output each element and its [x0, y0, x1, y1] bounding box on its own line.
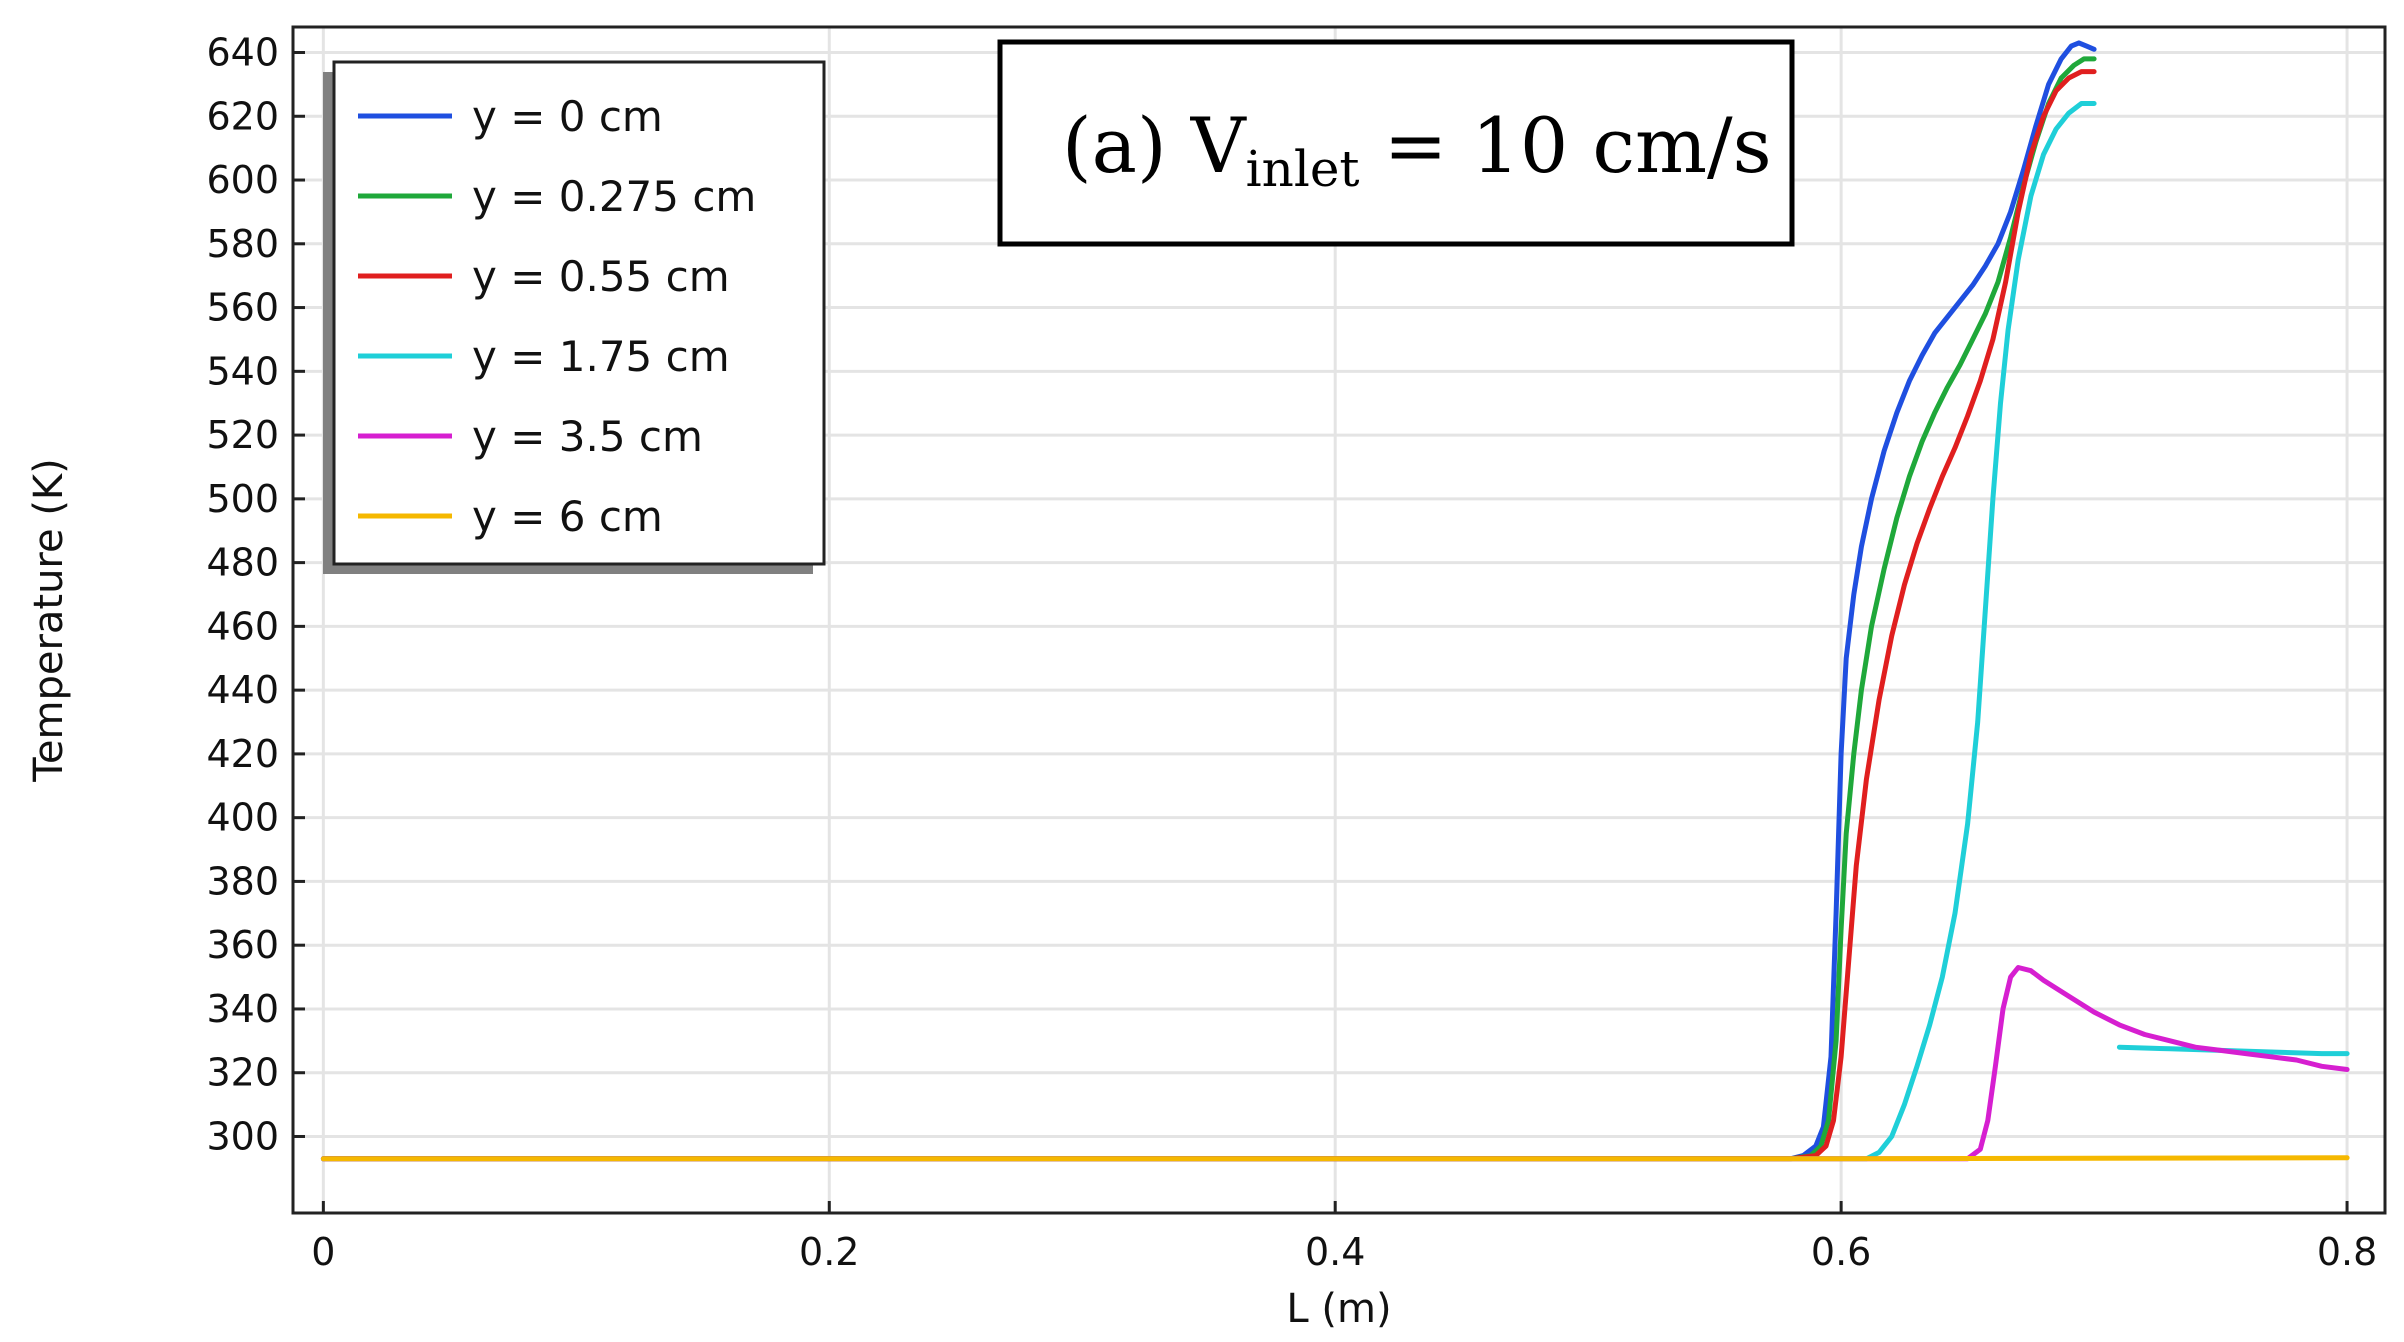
plot-frame [291, 25, 2387, 1215]
y-tick-label: 440 [206, 668, 279, 712]
legend-label: y = 0 cm [472, 92, 663, 141]
y-tick-label: 600 [206, 158, 279, 202]
y-tick-label: 380 [206, 859, 279, 903]
x-tick-label: 0.4 [1305, 1230, 1365, 1274]
y-tick-label: 500 [206, 477, 279, 521]
x-tick-label: 0.2 [799, 1230, 859, 1274]
axis-ticks: 300 320 340 360 380 400 420 440 460 480 500 520 540 5… [206, 31, 2377, 1274]
y-tick-label: 420 [206, 732, 279, 776]
y-tick-label: 400 [206, 796, 279, 840]
annotation-prefix: (a) V [1062, 101, 1247, 190]
y-tick-label: 360 [206, 923, 279, 967]
series-line-6 [320, 1155, 2350, 1162]
annotation-text: (a) Vinlet = 10 cm/s [1062, 101, 1772, 198]
legend-label: y = 0.55 cm [472, 252, 730, 301]
y-tick-label: 480 [206, 541, 279, 585]
y-tick-label: 640 [206, 31, 279, 75]
x-axis-label: L (m) [1286, 1286, 1391, 1332]
y-tick-label: 560 [206, 286, 279, 330]
legend: y = 0 cm y = 0.275 cm y = 0.55 cm y = 1.75 … [323, 60, 826, 574]
annotation-subscript: inlet [1246, 140, 1360, 198]
annotation-box [997, 39, 1795, 247]
y-tick-label: 540 [206, 349, 279, 393]
legend-label: y = 6 cm [472, 492, 663, 541]
y-tick-label: 460 [206, 604, 279, 648]
annotation-suffix: = 10 cm/s [1360, 101, 1772, 190]
legend-box [332, 60, 826, 566]
x-tick-label: 0.6 [1811, 1230, 1871, 1274]
legend-label: y = 0.275 cm [472, 172, 756, 221]
y-tick-label: 620 [206, 94, 279, 138]
y-tick-label: 340 [206, 987, 279, 1031]
y-axis-label: Temperature (K) [26, 458, 72, 783]
legend-entries: y = 0 cm y = 0.275 cm y = 0.55 cm y = 1.75 … [358, 92, 756, 541]
y-tick-label: 320 [206, 1051, 279, 1095]
legend-label: y = 3.5 cm [472, 412, 703, 461]
legend-label: y = 1.75 cm [472, 332, 730, 381]
series-lines [320, 40, 2350, 1162]
y-tick-label: 300 [206, 1114, 279, 1158]
x-tick-label: 0.8 [2317, 1230, 2377, 1274]
y-tick-label: 580 [206, 222, 279, 266]
y-tick-label: 520 [206, 413, 279, 457]
x-tick-label: 0 [311, 1230, 335, 1274]
annotation: (a) Vinlet = 10 cm/s [997, 39, 1795, 247]
